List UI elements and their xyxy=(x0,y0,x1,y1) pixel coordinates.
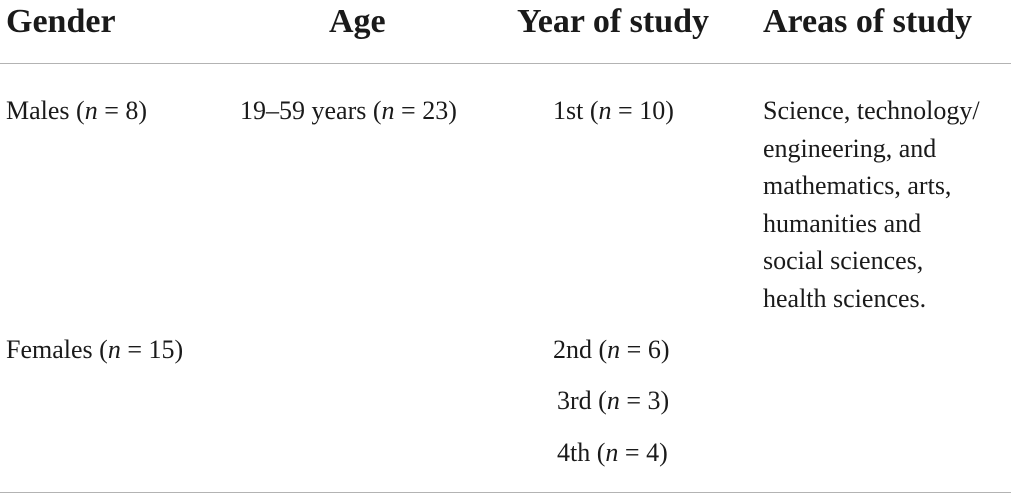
areas-line: Science, technology/ xyxy=(763,96,980,125)
cell-areas-of-study: Science, technology/ engineering, and ma… xyxy=(763,92,1013,317)
header-year-of-study: Year of study xyxy=(517,3,710,40)
cell-gender-males: Males (n = 8) xyxy=(6,96,148,125)
header-gender: Gender xyxy=(6,3,116,40)
areas-line: health sciences. xyxy=(763,283,927,313)
header-age: Age xyxy=(329,3,386,40)
cell-year-3rd: 3rd (n = 3) xyxy=(557,386,670,415)
areas-line: engineering, and xyxy=(763,133,937,163)
cell-age-range: 19–59 years (n = 23) xyxy=(240,96,457,125)
header-areas-of-study: Areas of study xyxy=(763,3,973,40)
areas-line: social sciences, xyxy=(763,246,924,275)
bottom-rule xyxy=(0,492,1011,493)
cell-year-4th: 4th (n = 4) xyxy=(557,438,668,467)
areas-line: mathematics, arts, xyxy=(763,171,952,200)
cell-gender-females: Females (n = 15) xyxy=(6,335,184,364)
cell-year-2nd: 2nd (n = 6) xyxy=(553,335,670,364)
areas-line: humanities and xyxy=(763,208,922,238)
cell-year-1st: 1st (n = 10) xyxy=(553,96,674,125)
header-rule xyxy=(0,63,1011,64)
